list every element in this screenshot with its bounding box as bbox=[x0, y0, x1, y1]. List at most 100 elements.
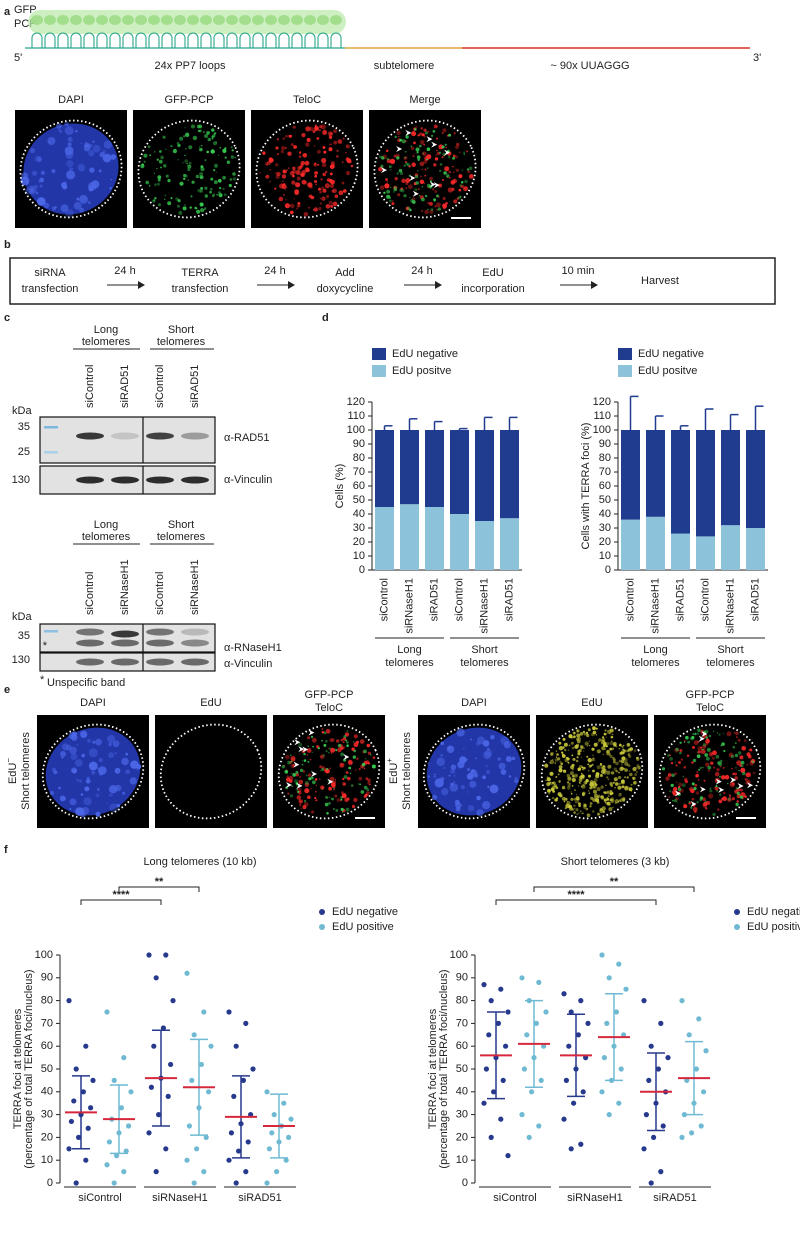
focus bbox=[100, 791, 102, 793]
focus bbox=[40, 170, 46, 175]
focus bbox=[735, 767, 737, 769]
focus bbox=[222, 187, 225, 191]
focus bbox=[325, 739, 328, 743]
data-point bbox=[533, 1020, 540, 1026]
focus bbox=[199, 189, 203, 193]
focus bbox=[633, 749, 637, 752]
focus bbox=[577, 737, 581, 741]
focus bbox=[289, 134, 292, 138]
data-point bbox=[481, 1100, 487, 1106]
focus bbox=[419, 140, 425, 145]
focus bbox=[413, 141, 416, 145]
focus bbox=[718, 775, 722, 778]
focus bbox=[628, 765, 631, 767]
data-point bbox=[503, 1043, 509, 1049]
focus bbox=[423, 135, 426, 138]
focus bbox=[322, 172, 327, 177]
focus bbox=[418, 195, 421, 197]
focus bbox=[353, 749, 357, 753]
focus bbox=[675, 747, 679, 752]
focus bbox=[385, 149, 389, 153]
focus bbox=[578, 781, 581, 784]
focus bbox=[688, 801, 691, 803]
pp7-loop bbox=[291, 32, 303, 48]
focus bbox=[444, 166, 450, 172]
legend-label: EdU positive bbox=[332, 921, 394, 933]
focus bbox=[89, 167, 95, 173]
data-point bbox=[184, 970, 190, 976]
focus bbox=[558, 746, 564, 751]
focus bbox=[619, 743, 621, 745]
y-tick-label: 110 bbox=[593, 410, 611, 422]
focus bbox=[586, 813, 591, 818]
focus bbox=[361, 762, 366, 767]
focus bbox=[562, 754, 566, 758]
focus bbox=[230, 155, 235, 159]
data-point bbox=[118, 1105, 124, 1111]
focus bbox=[586, 755, 589, 758]
focus bbox=[147, 145, 151, 149]
data-point bbox=[236, 1148, 242, 1154]
focus bbox=[62, 184, 68, 190]
focus bbox=[500, 769, 507, 775]
bar-segment bbox=[671, 533, 690, 570]
pp7-loop bbox=[278, 32, 290, 48]
focus bbox=[298, 803, 302, 807]
data-point bbox=[529, 1089, 535, 1095]
focus bbox=[348, 766, 352, 770]
focus bbox=[752, 771, 756, 775]
focus bbox=[370, 754, 372, 756]
focus bbox=[618, 743, 622, 747]
focus bbox=[683, 802, 685, 804]
focus bbox=[363, 785, 368, 790]
data-point bbox=[226, 1157, 232, 1163]
focus bbox=[342, 777, 345, 781]
focus bbox=[569, 782, 571, 785]
data-point bbox=[85, 1125, 91, 1131]
focus bbox=[550, 787, 555, 792]
bar-segment bbox=[375, 430, 394, 507]
focus bbox=[452, 178, 458, 184]
focus bbox=[682, 775, 685, 778]
focus bbox=[455, 145, 459, 150]
nucleus-outline bbox=[658, 723, 762, 820]
focus bbox=[396, 172, 399, 175]
focus bbox=[621, 756, 626, 761]
focus bbox=[73, 201, 82, 210]
focus bbox=[555, 750, 558, 752]
focus bbox=[158, 159, 163, 164]
focus bbox=[453, 781, 455, 783]
focus bbox=[269, 169, 272, 171]
data-point bbox=[585, 1020, 591, 1026]
pp7-loop bbox=[122, 32, 134, 48]
focus bbox=[565, 803, 570, 809]
arrowhead bbox=[718, 786, 725, 793]
focus bbox=[326, 812, 329, 815]
nucleus-outline bbox=[19, 119, 123, 219]
focus bbox=[154, 183, 157, 187]
data-point bbox=[73, 1066, 79, 1072]
focus bbox=[423, 160, 428, 164]
focus bbox=[576, 793, 578, 796]
focus bbox=[621, 785, 625, 789]
data-point bbox=[658, 1020, 664, 1026]
lane-label: siControl bbox=[84, 572, 96, 615]
focus bbox=[735, 802, 739, 807]
focus bbox=[603, 772, 607, 775]
focus bbox=[435, 202, 441, 208]
focus bbox=[545, 779, 547, 782]
chart-title: Long telomeres (10 kb) bbox=[143, 856, 256, 868]
focus bbox=[440, 754, 443, 757]
focus bbox=[621, 764, 623, 766]
focus bbox=[329, 776, 335, 782]
focus bbox=[298, 799, 303, 804]
focus bbox=[410, 199, 414, 203]
x-tick-label: siRNaseH1 bbox=[152, 1192, 208, 1204]
focus bbox=[596, 749, 601, 754]
focus bbox=[578, 778, 583, 782]
focus bbox=[74, 759, 83, 767]
gfp-dot bbox=[148, 15, 160, 25]
bar-segment bbox=[721, 430, 740, 526]
focus bbox=[315, 790, 317, 793]
focus bbox=[589, 786, 593, 790]
